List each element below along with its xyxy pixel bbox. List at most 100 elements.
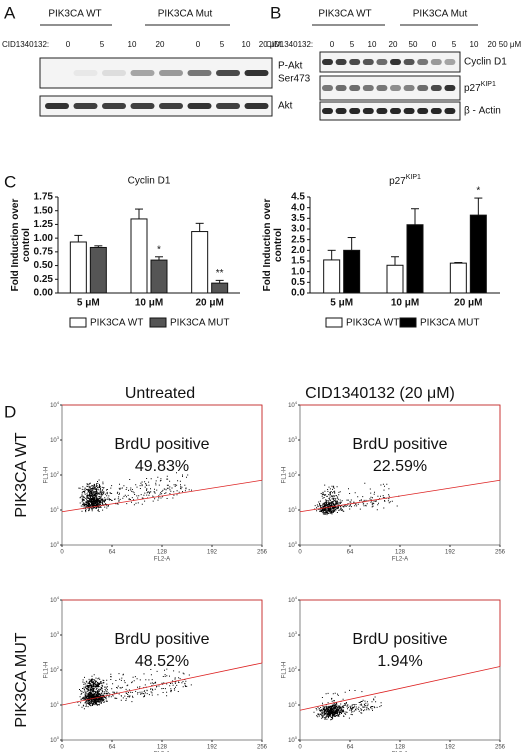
x-tick-label: 256 (257, 550, 268, 556)
blot-band (102, 103, 126, 109)
y-tick-exp: 1 (295, 505, 298, 510)
y-tick-label: 104 (288, 595, 298, 604)
y-tick-base: 10 (50, 703, 57, 709)
blot-band (73, 70, 98, 76)
y-tick-label: 101 (288, 700, 298, 709)
dose: 5 (350, 40, 355, 49)
y-tick-label: 101 (288, 505, 298, 514)
bar (130, 218, 148, 294)
y-tick-label: 100 (288, 735, 298, 744)
y-tick-label: 100 (50, 540, 60, 549)
blot-band (349, 85, 361, 91)
legend-swatch (69, 317, 87, 328)
event-dots (313, 689, 382, 721)
x-tick-label: 256 (257, 745, 268, 751)
y-tick-label: 4.5 (291, 192, 305, 203)
y-tick-exp: 2 (57, 665, 60, 670)
bar (211, 282, 229, 294)
panel-label: C (4, 172, 16, 191)
y-tick-label: 0.75 (34, 246, 54, 257)
x-tick-label: 192 (207, 550, 218, 556)
legend-label: PIK3CA MUT (420, 318, 479, 329)
y-tick-label: 104 (50, 595, 60, 604)
blot-label-sup: KIP1 (481, 81, 496, 88)
x-axis-label: FL2-A (392, 557, 408, 563)
y-tick-exp: 4 (57, 400, 60, 405)
dose: 5 (100, 40, 105, 49)
blot-band (390, 59, 401, 65)
y-axis-label: Fold Induction overcontrol (10, 199, 32, 292)
legend-label: PIK3CA WT (90, 318, 143, 329)
x-tick-label: 256 (495, 550, 506, 556)
bar (469, 214, 487, 294)
gate-line (61, 662, 263, 706)
y-tick-base: 10 (50, 668, 57, 674)
y-tick-label: 103 (288, 630, 298, 639)
chart-title-base: p27 (389, 176, 406, 187)
blot-band (335, 108, 347, 114)
y-tick-label: 102 (288, 665, 298, 674)
bar (69, 241, 87, 294)
x-axis-label: FL2-A (154, 557, 170, 563)
y-axis-label-line: Fold Induction over (10, 199, 21, 292)
blot-band (335, 59, 347, 65)
row-header: PIK3CA WT (13, 432, 30, 518)
x-tick-label: 128 (157, 745, 168, 751)
column-header: Untreated (125, 385, 195, 402)
blot-label: p27KIP1 (464, 81, 496, 94)
x-tick-label: 128 (157, 550, 168, 556)
y-tick-label: 0.25 (34, 274, 54, 285)
x-tick-label: 192 (445, 745, 456, 751)
blot-band (403, 85, 415, 91)
y-tick-label: 1.50 (34, 205, 54, 216)
x-tick-label: 20 μM (195, 298, 223, 309)
y-tick-base: 10 (288, 668, 295, 674)
dose-label: CID1340132: (266, 40, 313, 49)
dose: 10 (368, 40, 377, 49)
gate-label: BrdU positive (114, 436, 209, 453)
y-axis-label-line: control (21, 228, 32, 262)
blot-band (376, 59, 388, 65)
blot-band (403, 59, 415, 65)
blot-band (349, 108, 361, 114)
y-tick-exp: 0 (295, 540, 298, 545)
x-tick-label: 0 (60, 745, 64, 751)
blot-band (390, 85, 401, 91)
blot-band (187, 70, 212, 76)
y-tick-label: 2.5 (291, 234, 305, 245)
y-tick-base: 10 (288, 403, 295, 409)
y-tick-label: 0.50 (34, 260, 54, 271)
group-label: PIK3CA WT (318, 9, 371, 20)
x-tick-label: 5 μM (77, 298, 100, 309)
gate-percent: 49.83% (135, 458, 189, 475)
dose: 50 (409, 40, 418, 49)
dose: 20 (389, 40, 398, 49)
blot-band (244, 103, 269, 109)
x-tick-label: 0 (298, 745, 302, 751)
blot-label: P-Akt (278, 61, 303, 72)
y-tick-base: 10 (288, 438, 295, 444)
y-tick-exp: 1 (295, 700, 298, 705)
y-tick-label: 3.0 (291, 224, 305, 235)
dose: 5 (220, 40, 225, 49)
x-tick-label: 64 (347, 550, 354, 556)
blot-band (349, 59, 361, 65)
blot-band (417, 59, 429, 65)
y-tick-exp: 1 (57, 505, 60, 510)
y-tick-base: 10 (288, 508, 295, 514)
y-tick-base: 10 (50, 633, 57, 639)
bar (323, 259, 341, 294)
group-label: PIK3CA Mut (158, 9, 213, 20)
bar (406, 224, 424, 294)
flow-plot (61, 404, 263, 546)
blot-band (403, 108, 415, 114)
bar (89, 246, 107, 294)
y-tick-base: 10 (50, 738, 57, 744)
plot-frame (299, 599, 501, 741)
x-tick-label: 5 μM (330, 298, 353, 309)
dose: 20 (488, 40, 497, 49)
chart-title-sup: KIP1 (406, 174, 421, 181)
chart-title: Cyclin D1 (128, 176, 171, 187)
gate-label: BrdU positive (352, 436, 447, 453)
significance: ** (216, 268, 224, 279)
